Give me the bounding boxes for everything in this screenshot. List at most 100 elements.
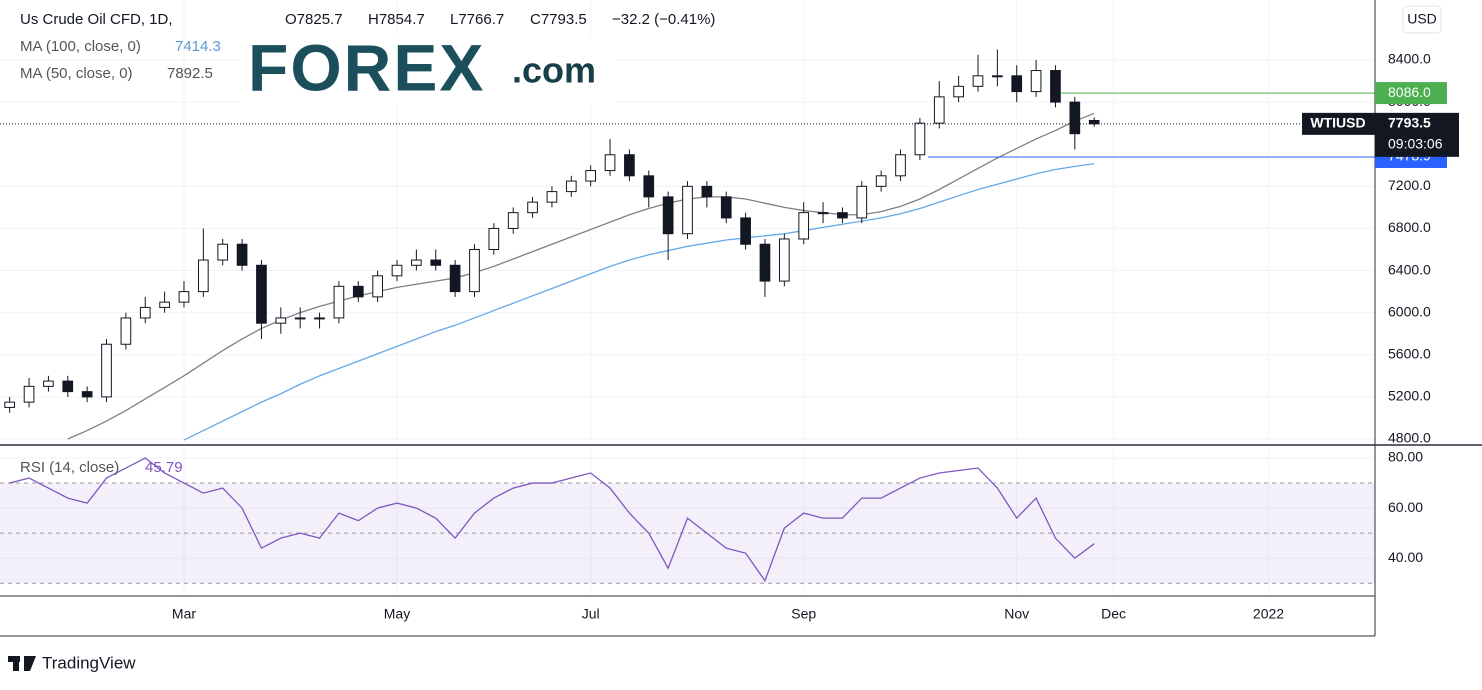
candle-body	[720, 196, 732, 219]
ohlc-label: H7854.7	[368, 11, 425, 28]
candle-body	[4, 401, 16, 408]
candle-body	[992, 75, 1003, 78]
candle-body	[701, 185, 713, 198]
x-tick-label: 2022	[1253, 606, 1284, 622]
footer-icon	[13, 656, 19, 671]
candle-body	[527, 201, 538, 214]
candle-body	[449, 264, 461, 293]
candle-body	[817, 212, 829, 215]
candle-body	[314, 317, 325, 320]
legend-value: 7414.3	[175, 38, 221, 55]
rsi-line	[9, 457, 1095, 583]
rsi-legend-value: 45.79	[145, 459, 183, 476]
ohlc-label: O7825.7	[285, 11, 343, 28]
ohlc-label: L7766.7	[450, 11, 504, 28]
candle-body	[411, 259, 422, 266]
candle-body	[604, 154, 616, 172]
x-tick-label: Jul	[582, 606, 600, 622]
candle-body	[507, 212, 519, 229]
price-level-tag	[1375, 82, 1447, 105]
candle-body	[23, 385, 35, 403]
candle-body	[81, 391, 93, 398]
last-price-tag	[1375, 112, 1459, 157]
x-tick-label: Mar	[172, 606, 196, 622]
candle-body	[643, 175, 655, 198]
candle-body	[101, 343, 112, 398]
candle-body	[139, 306, 151, 319]
footer-label: TradingView	[42, 653, 136, 672]
x-tick-label: Sep	[791, 606, 816, 622]
y-tick-label: 5600.0	[1388, 345, 1431, 361]
candle-body	[1011, 75, 1023, 93]
candle-body	[565, 180, 577, 193]
candle-body	[236, 243, 248, 266]
symbol-tag	[1302, 112, 1375, 135]
candle-body	[43, 380, 54, 387]
candle-body	[875, 175, 887, 187]
logo-background	[240, 36, 615, 106]
x-tick-label: Nov	[1004, 606, 1029, 622]
ohlc-label: −32.2 (−0.41%)	[612, 11, 715, 28]
candle-body	[624, 154, 635, 177]
symbol-label: WTIUSD	[1310, 115, 1365, 131]
countdown-label: 09:03:06	[1388, 136, 1443, 152]
candle-body	[488, 227, 500, 251]
candle-body	[469, 249, 480, 293]
logo-brand: FOREX	[248, 30, 485, 104]
candle-body	[294, 317, 306, 320]
y-tick-label: 40.00	[1388, 549, 1423, 565]
y-tick-label: 7200.0	[1388, 177, 1431, 193]
rsi-legend-name: RSI (14, close)	[20, 459, 119, 476]
y-tick-label: 5200.0	[1388, 388, 1431, 404]
candle-body	[759, 243, 771, 282]
candle-body	[430, 259, 442, 266]
logo-suffix: .com	[512, 50, 596, 91]
candle-body	[933, 96, 945, 124]
y-tick-label: 6000.0	[1388, 303, 1431, 319]
candle-body	[740, 217, 751, 245]
candle-body	[953, 85, 964, 98]
candle-body	[837, 212, 848, 219]
candle-body	[856, 185, 868, 219]
candle-body	[333, 285, 345, 319]
candle-body	[1030, 70, 1042, 93]
footer-icon	[24, 656, 36, 671]
candle-body	[778, 238, 790, 282]
candle-body	[662, 196, 674, 235]
candle-body	[914, 122, 926, 156]
legend-name: MA (100, close, 0)	[20, 38, 141, 55]
candle-body	[256, 264, 267, 324]
candle-body	[352, 285, 364, 298]
candle-body	[198, 259, 209, 293]
ma-line	[67, 112, 1095, 440]
ma-line	[183, 163, 1095, 441]
y-tick-label: 6400.0	[1388, 261, 1431, 277]
currency-label: USD	[1407, 11, 1437, 27]
chart-title: Us Crude Oil CFD, 1D,	[20, 11, 173, 28]
y-tick-label: 4800.0	[1388, 430, 1431, 446]
candle-body	[159, 301, 170, 308]
legend-value: 7892.5	[167, 65, 213, 82]
candle-body	[972, 75, 984, 87]
candle-body	[275, 317, 287, 324]
last-price-label: 7793.5	[1388, 115, 1431, 131]
candle-body	[178, 291, 190, 303]
y-tick-label: 80.00	[1388, 449, 1423, 465]
ohlc-label: C7793.5	[530, 11, 587, 28]
candle-body	[1050, 70, 1061, 103]
candle-body	[585, 170, 597, 182]
candle-body	[546, 191, 558, 203]
candle-body	[682, 185, 693, 235]
candle-body	[1069, 101, 1081, 135]
currency-button[interactable]	[1402, 5, 1442, 34]
y-tick-label: 60.00	[1388, 499, 1423, 515]
candle-body	[372, 275, 383, 298]
candle-body	[391, 264, 403, 277]
price-level-label: 8086.0	[1388, 84, 1431, 100]
candle-body	[120, 317, 132, 345]
y-tick-label: 6800.0	[1388, 219, 1431, 235]
candle-body	[1088, 119, 1100, 125]
candle-body	[798, 212, 810, 240]
